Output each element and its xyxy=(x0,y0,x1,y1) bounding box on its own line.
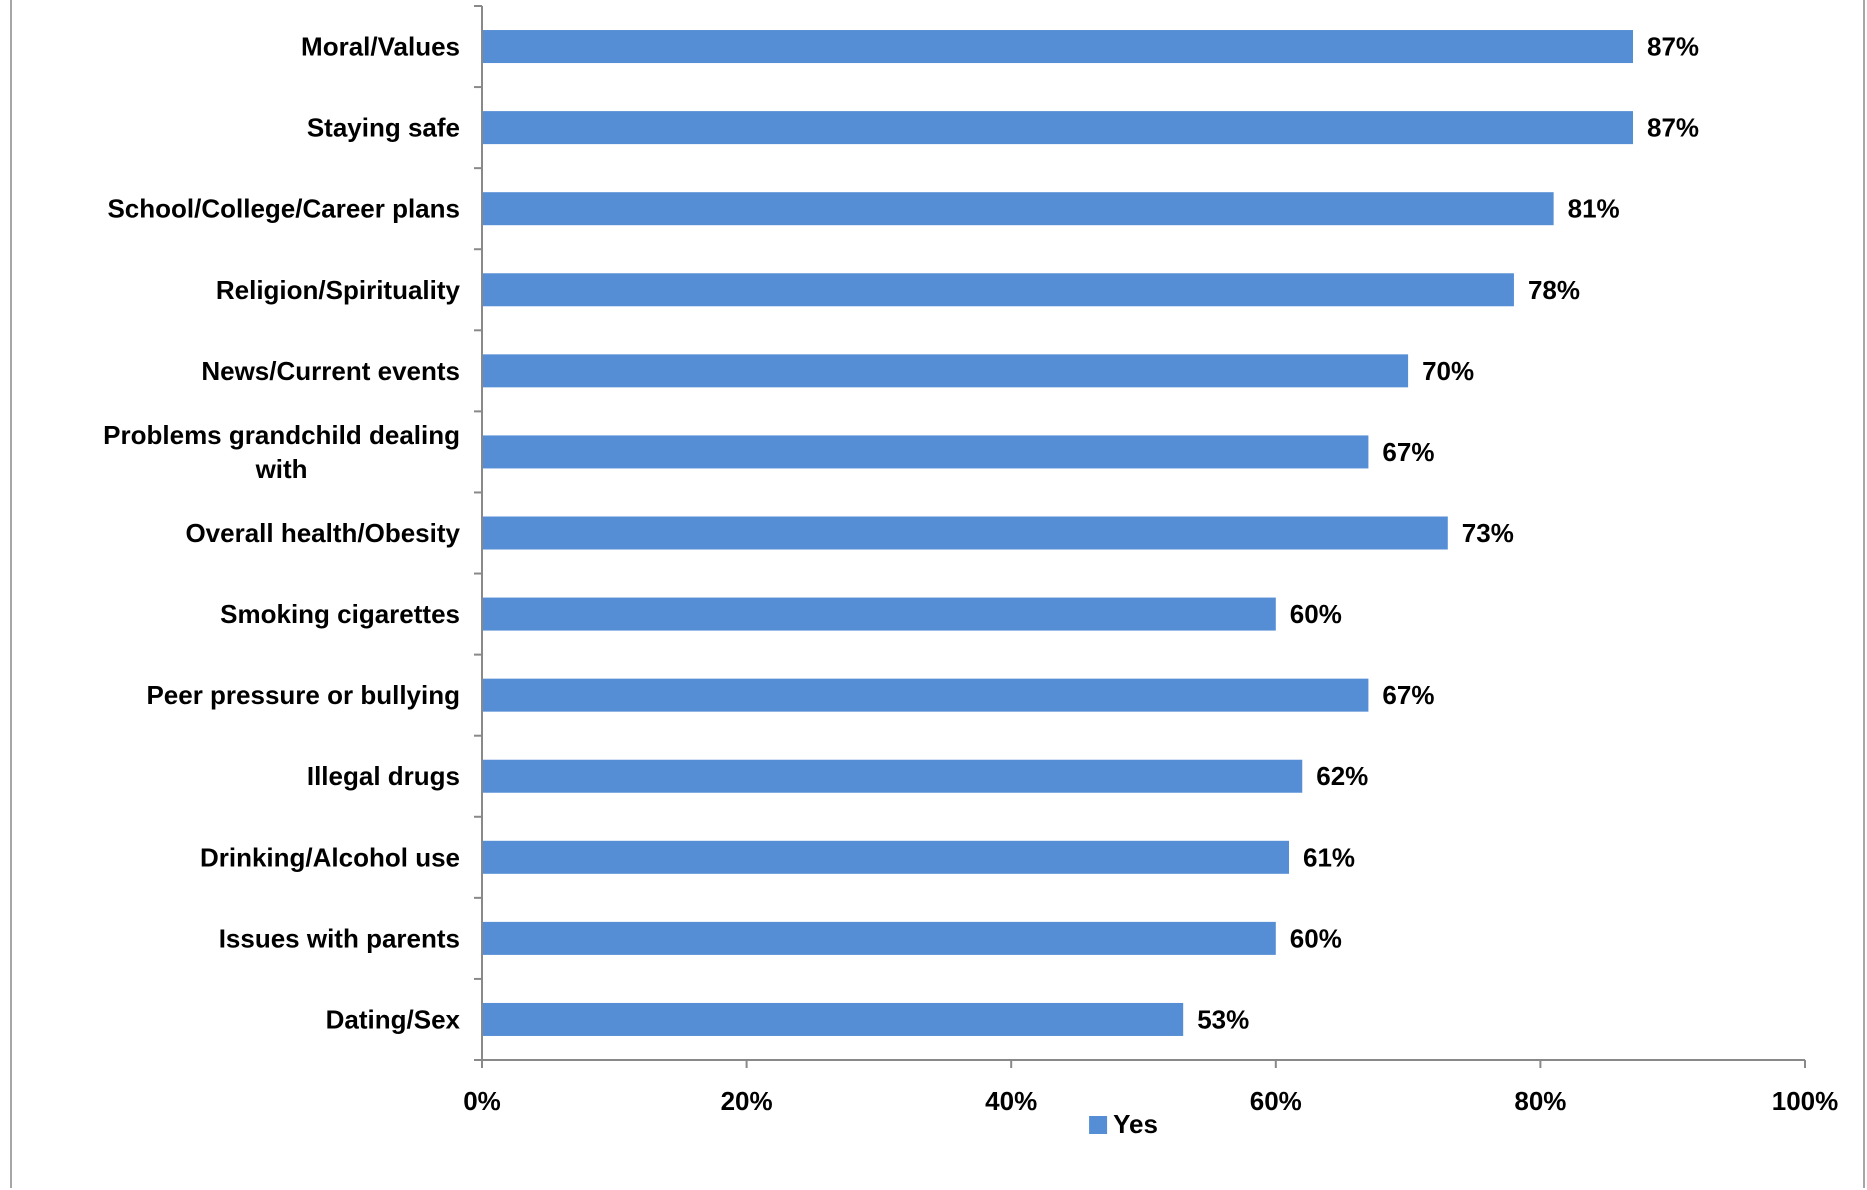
legend: Yes xyxy=(1089,1109,1158,1139)
chart-frame: Moral/Values Staying safe School/College/C… xyxy=(10,0,1865,1188)
bar xyxy=(483,111,1634,145)
data-label: 87% xyxy=(1647,32,1699,62)
bar xyxy=(483,597,1276,631)
bars xyxy=(483,30,1634,1036)
data-labels: 87% 87% 81% 78% 70% 67% 73% 60% 67% 62% 61% 60% 53% xyxy=(1197,32,1699,1035)
data-label: 62% xyxy=(1316,761,1368,791)
data-label: 53% xyxy=(1197,1004,1249,1034)
category-label: Issues with parents xyxy=(219,923,460,953)
x-tick-label: 40% xyxy=(985,1086,1037,1116)
x-tick-label: 0% xyxy=(463,1086,501,1116)
category-label: Problems grandchild dealing with xyxy=(103,420,460,484)
x-tick-label: 60% xyxy=(1250,1086,1302,1116)
data-label: 60% xyxy=(1290,599,1342,629)
category-label: Illegal drugs xyxy=(307,761,460,791)
category-label: School/College/Career plans xyxy=(107,194,460,224)
x-tick-labels: 0% 20% 40% 60% 80% 100% xyxy=(463,1086,1838,1116)
bar xyxy=(483,516,1448,550)
legend-swatch xyxy=(1089,1116,1108,1134)
category-label: Peer pressure or bullying xyxy=(146,680,460,710)
data-label: 60% xyxy=(1290,923,1342,953)
bar xyxy=(483,759,1303,793)
data-label: 67% xyxy=(1382,680,1434,710)
x-tick-label: 20% xyxy=(721,1086,773,1116)
data-label: 87% xyxy=(1647,113,1699,143)
category-label: Overall health/Obesity xyxy=(185,518,460,548)
bar xyxy=(483,678,1369,712)
data-label: 81% xyxy=(1568,194,1620,224)
data-label: 70% xyxy=(1422,356,1474,386)
bar xyxy=(483,435,1369,469)
category-label: Dating/Sex xyxy=(326,1004,461,1034)
category-labels: Moral/Values Staying safe School/College/C… xyxy=(103,32,460,1035)
bar xyxy=(483,192,1554,226)
bar xyxy=(483,840,1290,874)
data-label: 67% xyxy=(1382,437,1434,467)
bar xyxy=(483,921,1276,955)
bar xyxy=(483,273,1514,307)
category-label: Religion/Spirituality xyxy=(216,275,461,305)
axes xyxy=(474,5,1806,1068)
category-label: News/Current events xyxy=(201,356,460,386)
bar xyxy=(483,354,1409,388)
data-label: 61% xyxy=(1303,842,1355,872)
bar xyxy=(483,1002,1184,1036)
category-label: Drinking/Alcohol use xyxy=(200,842,460,872)
category-label: Smoking cigarettes xyxy=(220,599,460,629)
legend-label: Yes xyxy=(1113,1109,1158,1139)
data-label: 73% xyxy=(1462,518,1514,548)
bar xyxy=(483,30,1634,64)
data-label: 78% xyxy=(1528,275,1580,305)
category-label: Moral/Values xyxy=(301,32,460,62)
x-tick-label: 100% xyxy=(1772,1086,1839,1116)
bar-chart: Moral/Values Staying safe School/College/C… xyxy=(103,5,1838,1139)
category-label-line: Problems grandchild dealing xyxy=(103,420,460,450)
x-tick-label: 80% xyxy=(1514,1086,1566,1116)
category-label: Staying safe xyxy=(307,113,460,143)
category-label-line: with xyxy=(255,454,308,484)
